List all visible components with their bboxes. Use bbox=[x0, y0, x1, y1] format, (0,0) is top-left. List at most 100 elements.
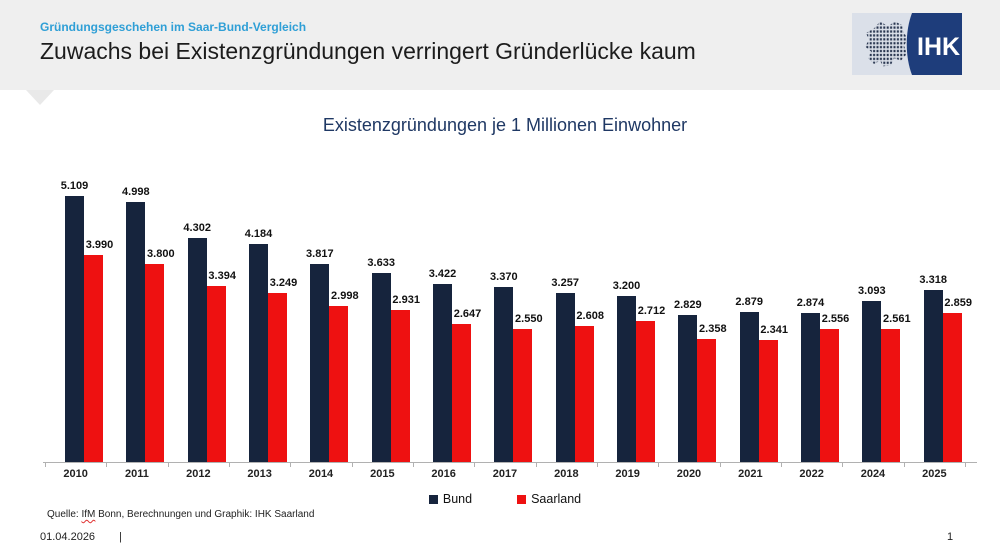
bar-saarland-2016 bbox=[452, 324, 471, 462]
bar-bund-2015 bbox=[371, 273, 391, 462]
value-label-saarland-2016: 2.647 bbox=[453, 308, 482, 321]
x-axis-tick bbox=[290, 462, 292, 467]
bar-saarland-2012 bbox=[206, 285, 226, 462]
bar-bund-2014 bbox=[310, 263, 330, 462]
x-axis-label-2016: 2016 bbox=[431, 468, 456, 480]
x-axis-tick bbox=[167, 462, 169, 467]
bar-bund-2011 bbox=[126, 202, 146, 462]
bar-bund-2022 bbox=[801, 312, 820, 462]
source-prefix: Quelle: bbox=[47, 509, 82, 520]
x-axis-tick bbox=[229, 462, 230, 467]
x-axis-label-2013: 2013 bbox=[247, 468, 272, 480]
value-label-saarland-2017: 2.550 bbox=[515, 313, 543, 326]
x-axis-tick bbox=[535, 462, 537, 467]
value-label-bund-2025: 3.318 bbox=[919, 273, 947, 286]
bar-bund-2010 bbox=[65, 196, 84, 462]
footer-separator: | bbox=[119, 531, 122, 543]
legend-label-bund: Bund bbox=[442, 492, 473, 506]
logo-text: IHK bbox=[917, 33, 960, 61]
x-axis-label-2025: 2025 bbox=[922, 468, 947, 480]
x-axis-label-2012: 2012 bbox=[186, 468, 211, 480]
bar-saarland-2018 bbox=[574, 326, 594, 462]
x-axis-tick bbox=[351, 462, 353, 467]
value-label-bund-2022: 2.874 bbox=[796, 296, 825, 309]
bar-saarland-2021 bbox=[758, 340, 778, 462]
value-label-saarland-2013: 3.249 bbox=[269, 277, 298, 290]
page-title: Zuwachs bei Existenzgründungen verringer… bbox=[40, 38, 696, 64]
bar-saarland-2015 bbox=[390, 309, 410, 462]
bar-saarland-2019 bbox=[636, 321, 655, 462]
bar-saarland-2010 bbox=[84, 254, 103, 462]
bund-swatch-icon bbox=[428, 494, 438, 504]
x-axis-tick bbox=[106, 462, 108, 467]
value-label-bund-2016: 3.422 bbox=[428, 268, 457, 281]
plot-area: 5.109 3.990 2010 4.998 3.800 2011 4.302 3.394 20… bbox=[43, 176, 977, 480]
x-axis-tick bbox=[658, 462, 660, 467]
value-label-bund-2018: 3.257 bbox=[551, 276, 579, 289]
source-rest: Bonn, Berechnungen und Graphik: IHK Saar… bbox=[95, 509, 315, 520]
legend-label-saarland: Saarland bbox=[531, 492, 582, 506]
source-note: Quelle: IfM Bonn, Berechnungen und Graph… bbox=[47, 509, 314, 520]
value-label-bund-2021: 2.879 bbox=[735, 296, 763, 309]
value-label-saarland-2025: 2.859 bbox=[944, 297, 972, 310]
value-label-bund-2011: 4.998 bbox=[122, 186, 150, 199]
bar-saarland-2014 bbox=[329, 306, 349, 462]
bar-bund-2018 bbox=[555, 292, 575, 462]
value-label-bund-2017: 3.370 bbox=[490, 270, 518, 283]
value-label-bund-2024: 3.093 bbox=[858, 285, 886, 298]
bar-bund-2012 bbox=[187, 238, 207, 462]
x-axis-tick bbox=[597, 462, 598, 467]
x-axis-label-2020: 2020 bbox=[676, 468, 702, 480]
bar-saarland-2017 bbox=[513, 329, 533, 462]
x-axis-label-2022: 2022 bbox=[799, 468, 824, 480]
saarland-map-icon bbox=[865, 21, 908, 67]
value-label-saarland-2015: 2.931 bbox=[392, 293, 420, 306]
bar-bund-2016 bbox=[433, 284, 452, 462]
header-notch bbox=[26, 90, 54, 105]
x-axis-tick bbox=[45, 462, 46, 467]
x-axis-label-2024: 2024 bbox=[860, 468, 886, 480]
x-axis-label-2010: 2010 bbox=[63, 468, 88, 480]
value-label-saarland-2019: 2.712 bbox=[637, 305, 666, 317]
value-label-bund-2013: 4.184 bbox=[244, 228, 273, 241]
bar-bund-2025 bbox=[923, 289, 943, 462]
bar-bund-2020 bbox=[678, 314, 698, 462]
value-label-saarland-2010: 3.990 bbox=[85, 238, 114, 251]
bar-saarland-2022 bbox=[820, 329, 839, 462]
value-label-saarland-2018: 2.608 bbox=[576, 310, 604, 323]
page-number: 1 bbox=[946, 531, 954, 543]
value-label-saarland-2011: 3.800 bbox=[147, 248, 175, 261]
bar-saarland-2020 bbox=[697, 339, 717, 462]
bar-saarland-2025 bbox=[942, 313, 962, 462]
x-axis-tick bbox=[965, 462, 966, 467]
legend-item-bund: Bund bbox=[428, 492, 473, 506]
header: Gründungsgeschehen im Saar-Bund-Vergleic… bbox=[0, 0, 1000, 90]
bar-bund-2024 bbox=[862, 301, 882, 462]
value-label-saarland-2014: 2.998 bbox=[331, 290, 359, 303]
legend-item-saarland: Saarland bbox=[517, 492, 581, 506]
x-axis-label-2021: 2021 bbox=[738, 468, 763, 480]
bar-bund-2017 bbox=[494, 286, 514, 462]
chart-legend: Bund Saarland bbox=[45, 492, 965, 506]
logo-blue-panel bbox=[906, 13, 962, 75]
x-axis-tick bbox=[413, 462, 414, 467]
value-label-saarland-2020: 2.358 bbox=[699, 323, 727, 336]
x-axis-label-2018: 2018 bbox=[554, 468, 579, 480]
x-axis-tick bbox=[842, 462, 844, 467]
x-axis-label-2019: 2019 bbox=[615, 468, 640, 480]
value-label-bund-2015: 3.633 bbox=[367, 257, 395, 270]
value-label-bund-2014: 3.817 bbox=[306, 247, 334, 260]
eyebrow-subtitle: Gründungsgeschehen im Saar-Bund-Vergleic… bbox=[40, 20, 307, 34]
bar-saarland-2024 bbox=[881, 328, 901, 462]
ihk-logo: IHK bbox=[852, 13, 962, 75]
ihk-logo-svg: IHK bbox=[852, 13, 962, 75]
value-label-saarland-2021: 2.341 bbox=[760, 324, 788, 337]
bar-bund-2019 bbox=[617, 295, 636, 462]
value-label-saarland-2022: 2.556 bbox=[821, 313, 850, 326]
value-label-bund-2020: 2.829 bbox=[674, 298, 702, 311]
value-label-bund-2012: 4.302 bbox=[183, 222, 211, 235]
value-label-saarland-2024: 2.561 bbox=[883, 312, 911, 325]
bar-saarland-2011 bbox=[145, 264, 165, 462]
x-axis-tick bbox=[903, 462, 905, 467]
x-axis-label-2017: 2017 bbox=[492, 468, 518, 480]
